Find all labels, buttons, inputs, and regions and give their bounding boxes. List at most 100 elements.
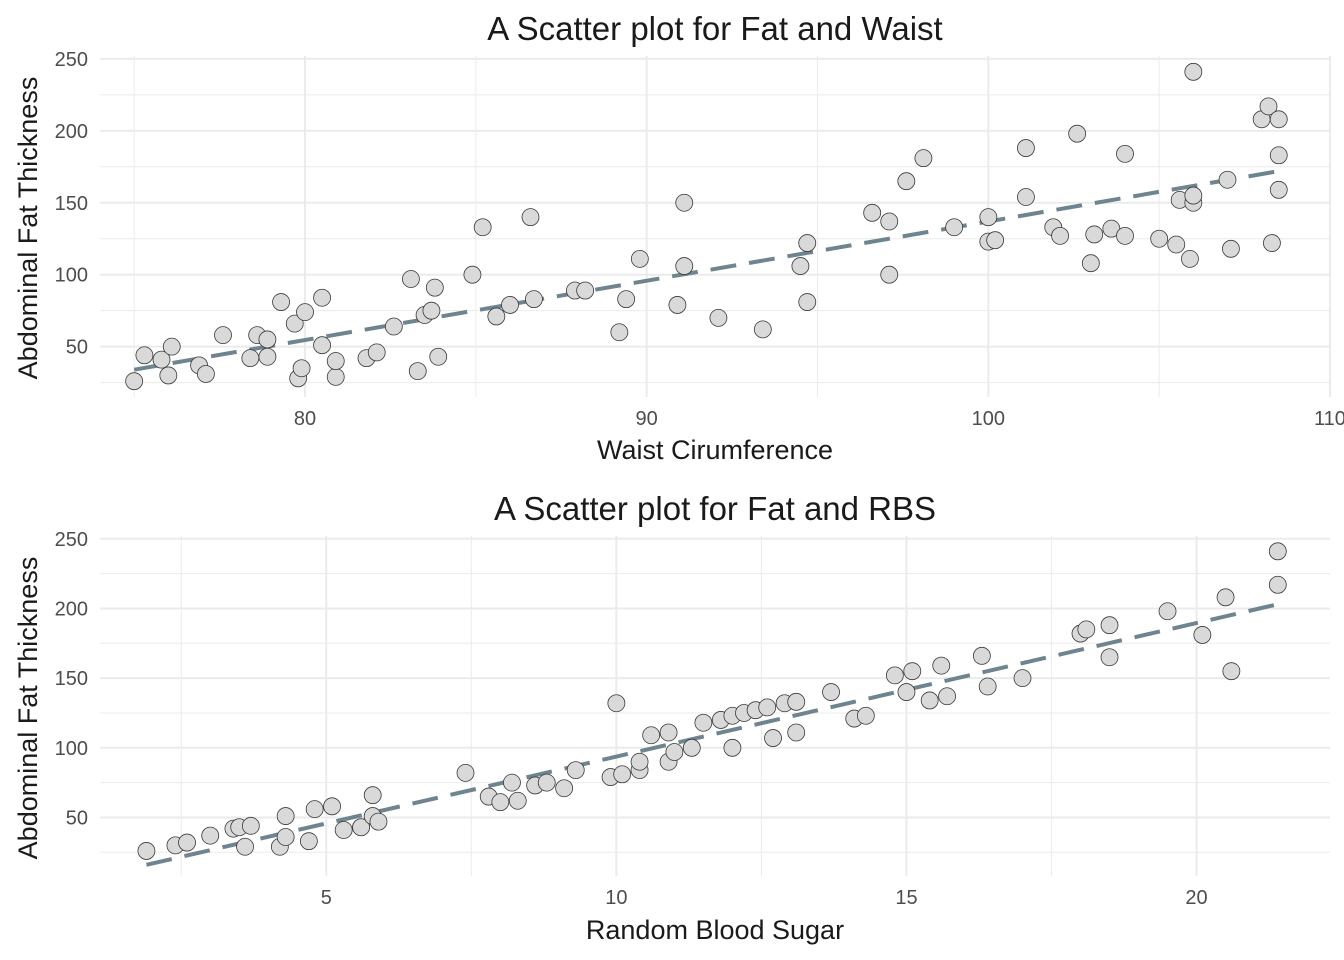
data-point — [201, 826, 220, 845]
data-point — [272, 293, 290, 311]
data-point — [241, 349, 260, 368]
x-axis-title: Random Blood Sugar — [586, 915, 844, 945]
data-point — [305, 800, 324, 819]
data-point — [162, 337, 181, 356]
data-point — [258, 347, 277, 366]
data-point — [880, 265, 899, 284]
data-point — [367, 343, 386, 362]
data-point — [675, 193, 694, 212]
data-point — [723, 738, 742, 757]
y-tick-label: 150 — [55, 193, 88, 215]
grid — [100, 536, 1330, 876]
data-point — [1100, 648, 1119, 667]
y-tick-label: 50 — [66, 807, 88, 829]
data-point — [1150, 229, 1169, 248]
data-point — [682, 738, 701, 757]
data-point — [159, 366, 178, 385]
data-point — [566, 761, 585, 779]
y-tick-label: 150 — [55, 668, 88, 690]
data-point — [1218, 170, 1237, 189]
data-point — [555, 779, 574, 798]
x-tick-label: 10 — [605, 887, 627, 909]
data-point — [1085, 225, 1104, 244]
data-point — [709, 308, 728, 327]
data-point — [326, 367, 345, 386]
data-point — [1068, 124, 1087, 143]
data-point — [938, 687, 956, 706]
x-tick-label: 110 — [1314, 408, 1344, 430]
data-point — [422, 301, 441, 320]
data-point — [197, 365, 215, 383]
data-point — [236, 837, 254, 856]
x-tick-label: 5 — [321, 887, 332, 909]
data-point — [1263, 234, 1281, 252]
data-point — [463, 265, 482, 284]
data-point — [402, 270, 420, 288]
data-point — [1268, 542, 1287, 561]
data-point — [1051, 226, 1069, 245]
data-point — [299, 832, 318, 851]
data-point — [675, 257, 694, 275]
data-point — [642, 726, 661, 745]
data-point — [537, 773, 556, 792]
y-axis-title: Abdominal Fat Thickness — [13, 77, 43, 380]
points — [137, 542, 1287, 860]
data-point — [610, 323, 629, 342]
data-point — [630, 752, 649, 771]
x-axis-title: Waist Cirumference — [597, 435, 833, 465]
data-point — [152, 350, 171, 369]
data-point — [1222, 662, 1241, 681]
data-point — [323, 797, 341, 816]
y-axis-title: Abdominal Fat Thickness — [13, 557, 43, 860]
data-point — [525, 290, 543, 309]
data-point — [429, 347, 448, 366]
data-point — [1181, 249, 1199, 268]
scatter-panel-rbs: 5 10 15 20 50 100 150 200 250 A Scatter plot for… — [13, 490, 1330, 945]
data-point — [473, 218, 492, 237]
data-point — [798, 293, 817, 311]
data-point — [668, 296, 687, 314]
data-point — [630, 249, 649, 268]
data-point — [501, 296, 519, 314]
data-point — [326, 352, 345, 370]
data-point — [1116, 226, 1134, 245]
y-tick-label: 100 — [55, 738, 88, 760]
data-point — [1116, 144, 1134, 163]
data-point — [856, 706, 875, 725]
data-point — [276, 828, 295, 846]
data-point — [135, 346, 154, 365]
data-point — [1017, 139, 1035, 157]
data-point — [903, 662, 922, 681]
data-point — [1269, 180, 1288, 199]
data-point — [363, 786, 382, 805]
data-point — [897, 683, 916, 701]
y-tick-label: 50 — [66, 337, 88, 359]
data-point — [1269, 110, 1288, 129]
data-point — [659, 723, 678, 742]
data-point — [491, 793, 510, 812]
data-point — [425, 278, 444, 297]
data-point — [408, 362, 427, 381]
data-point — [296, 303, 314, 322]
data-point — [863, 203, 882, 222]
data-point — [241, 816, 260, 835]
data-point — [665, 743, 684, 761]
data-point — [607, 694, 626, 713]
data-point — [787, 723, 806, 742]
x-tick-label: 20 — [1185, 887, 1207, 909]
data-point — [456, 763, 475, 782]
data-point — [313, 336, 331, 355]
data-point — [1216, 588, 1235, 607]
data-point — [914, 149, 933, 168]
data-point — [617, 290, 636, 309]
data-point — [694, 713, 713, 732]
x-tick-label: 80 — [294, 408, 316, 430]
y-tick-label: 200 — [55, 598, 88, 620]
grid — [100, 56, 1331, 397]
y-tick-label: 250 — [55, 529, 88, 551]
data-point — [798, 234, 817, 252]
data-point — [758, 698, 777, 717]
data-point — [822, 683, 840, 701]
data-point — [214, 326, 232, 345]
